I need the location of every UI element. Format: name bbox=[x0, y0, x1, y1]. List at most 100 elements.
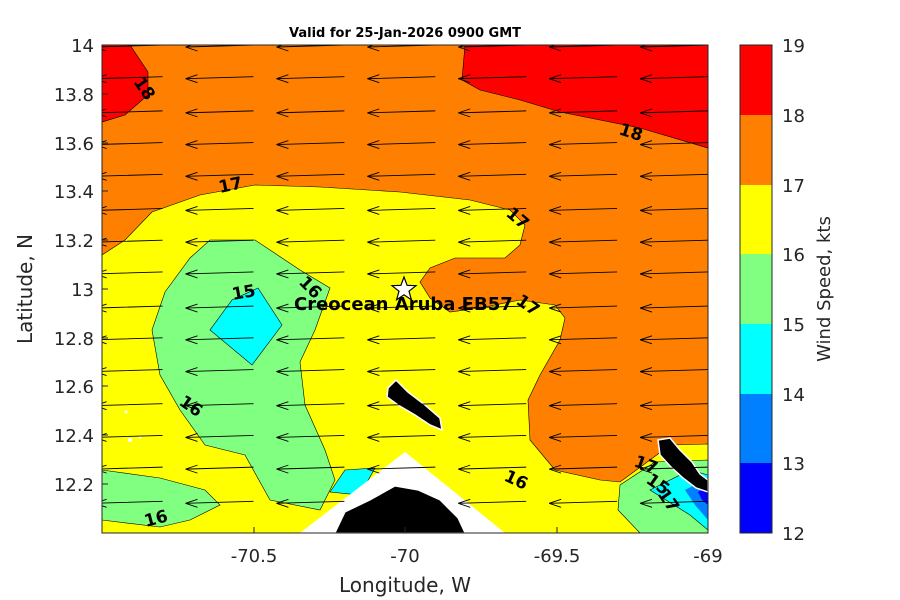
colorbar-swatch-12-13 bbox=[740, 463, 772, 533]
wind-vector-arrow bbox=[458, 74, 527, 84]
wind-vector-arrow bbox=[548, 237, 618, 247]
wind-vector-arrow bbox=[185, 401, 254, 411]
wind-vector-arrow bbox=[185, 171, 254, 181]
wind-vector-arrow bbox=[367, 108, 436, 118]
wind-vector-arrow bbox=[102, 237, 163, 247]
wind-vector-arrow bbox=[102, 269, 163, 279]
wind-vector-arrow bbox=[102, 74, 163, 84]
wind-vector-arrow bbox=[367, 498, 436, 508]
wind-vector-arrow bbox=[102, 401, 163, 411]
wind-vector-arrow bbox=[639, 498, 708, 508]
wind-vector-arrow bbox=[367, 401, 436, 411]
wind-vector-arrow bbox=[639, 108, 708, 118]
wind-vector-arrow bbox=[185, 335, 254, 345]
wind-vector-arrow bbox=[367, 74, 436, 84]
colorbar-tick: 17 bbox=[782, 176, 805, 197]
wind-vector-arrow bbox=[367, 206, 436, 215]
wind-vector-arrow bbox=[458, 464, 527, 474]
wind-vector-arrow bbox=[102, 464, 163, 474]
colorbar-label: Wind Speed, kts bbox=[814, 216, 835, 362]
wind-vector-arrow bbox=[367, 335, 436, 345]
colorbar-swatch-16-17 bbox=[740, 185, 772, 254]
wind-vector-arrow bbox=[102, 206, 163, 215]
wind-vector-arrow bbox=[639, 206, 708, 215]
wind-vector-arrow bbox=[276, 108, 345, 118]
island-speck bbox=[124, 410, 128, 414]
y-tick-label: 13.8 bbox=[54, 85, 94, 106]
wind-vector-arrow bbox=[367, 464, 436, 474]
wind-vector-arrow bbox=[548, 464, 618, 474]
wind-vector-arrow bbox=[276, 269, 345, 279]
colorbar: 19 18 17 16 15 14 13 12 Wind Speed, kts bbox=[739, 36, 835, 545]
wind-vector-arrow bbox=[367, 269, 436, 279]
wind-vector-arrow bbox=[639, 171, 708, 181]
colorbar-tick: 12 bbox=[782, 524, 805, 545]
wind-vector-arrow bbox=[458, 237, 527, 247]
x-tick-label: -70 bbox=[390, 546, 419, 567]
wind-vector-arrow bbox=[102, 498, 163, 508]
wind-vector-arrow bbox=[102, 140, 163, 150]
wind-vector-arrow bbox=[458, 401, 527, 411]
wind-vector-arrow bbox=[185, 206, 254, 215]
wind-vector-arrow bbox=[276, 74, 345, 84]
wind-vector-arrow bbox=[102, 171, 163, 181]
wind-vector-arrow bbox=[548, 303, 618, 313]
colorbar-swatch-17-18 bbox=[740, 115, 772, 185]
wind-vector-arrow bbox=[548, 401, 618, 411]
wind-vector-arrow bbox=[185, 367, 254, 376]
plot-area bbox=[102, 45, 708, 533]
y-tick-label: 12.6 bbox=[54, 377, 94, 398]
wind-vector-arrow bbox=[367, 171, 436, 181]
wind-vector-arrow bbox=[367, 367, 436, 376]
y-tick-label: 13.4 bbox=[54, 182, 94, 203]
x-tick-label: -69 bbox=[693, 546, 722, 567]
wind-vector-arrow bbox=[185, 498, 254, 508]
wind-vector-arrow bbox=[185, 237, 254, 247]
contour-label-17: 17 bbox=[217, 173, 244, 197]
wind-vector-arrow bbox=[276, 237, 345, 247]
wind-vector-arrow bbox=[458, 206, 527, 215]
wind-vector-arrow bbox=[185, 108, 254, 118]
venezuela-land bbox=[334, 485, 466, 533]
wind-vector-arrow bbox=[639, 464, 708, 474]
wind-vector-arrow bbox=[548, 367, 618, 376]
wind-vector-arrow bbox=[458, 303, 527, 313]
y-tick-label: 14 bbox=[71, 36, 94, 57]
wind-vector-arrow bbox=[276, 140, 345, 150]
wind-vector-arrow bbox=[639, 74, 708, 84]
wind-vector-arrow bbox=[458, 171, 527, 181]
wind-vector-arrow bbox=[276, 464, 345, 474]
wind-vectors bbox=[102, 45, 708, 508]
wind-vector-arrow bbox=[185, 140, 254, 150]
colorbar-frame bbox=[739, 44, 773, 534]
wind-vector-arrow bbox=[276, 432, 345, 442]
map-title: Valid for 25-Jan-2026 0900 GMT bbox=[289, 26, 521, 41]
wind-vector-arrow bbox=[458, 108, 527, 118]
colorbar-swatch-14-15 bbox=[740, 324, 772, 394]
colorbar-tick: 16 bbox=[782, 245, 805, 266]
wind-vector-arrow bbox=[276, 401, 345, 411]
x-axis: -70.5 -70 -69.5 -69 Longitude, W bbox=[231, 527, 723, 597]
x-axis-label: Longitude, W bbox=[339, 573, 471, 597]
colorbar-tick: 15 bbox=[782, 315, 805, 336]
wind-vector-arrow bbox=[185, 432, 254, 442]
wind-vector-arrow bbox=[548, 108, 618, 118]
wind-vector-arrow bbox=[639, 401, 708, 411]
y-tick-label: 13.6 bbox=[54, 134, 94, 155]
wind-vector-arrow bbox=[458, 432, 527, 442]
wind-vector-arrow bbox=[185, 303, 254, 313]
y-tick-label: 12.8 bbox=[54, 329, 94, 350]
wind-vector-arrow bbox=[185, 269, 254, 279]
wind-vector-arrow bbox=[276, 335, 345, 345]
star-icon bbox=[390, 275, 418, 302]
band-15-16-southwest bbox=[102, 469, 221, 528]
wind-vector-arrow bbox=[458, 269, 527, 279]
wind-vector-arrow bbox=[548, 335, 618, 345]
wind-vector-arrow bbox=[639, 432, 708, 442]
wind-vector-arrow bbox=[548, 498, 618, 508]
station-label: Creocean Aruba EB57 bbox=[294, 294, 513, 315]
colorbar-tick: 13 bbox=[782, 454, 805, 475]
wind-vector-arrow bbox=[458, 367, 527, 376]
wind-vector-arrow bbox=[102, 108, 163, 118]
